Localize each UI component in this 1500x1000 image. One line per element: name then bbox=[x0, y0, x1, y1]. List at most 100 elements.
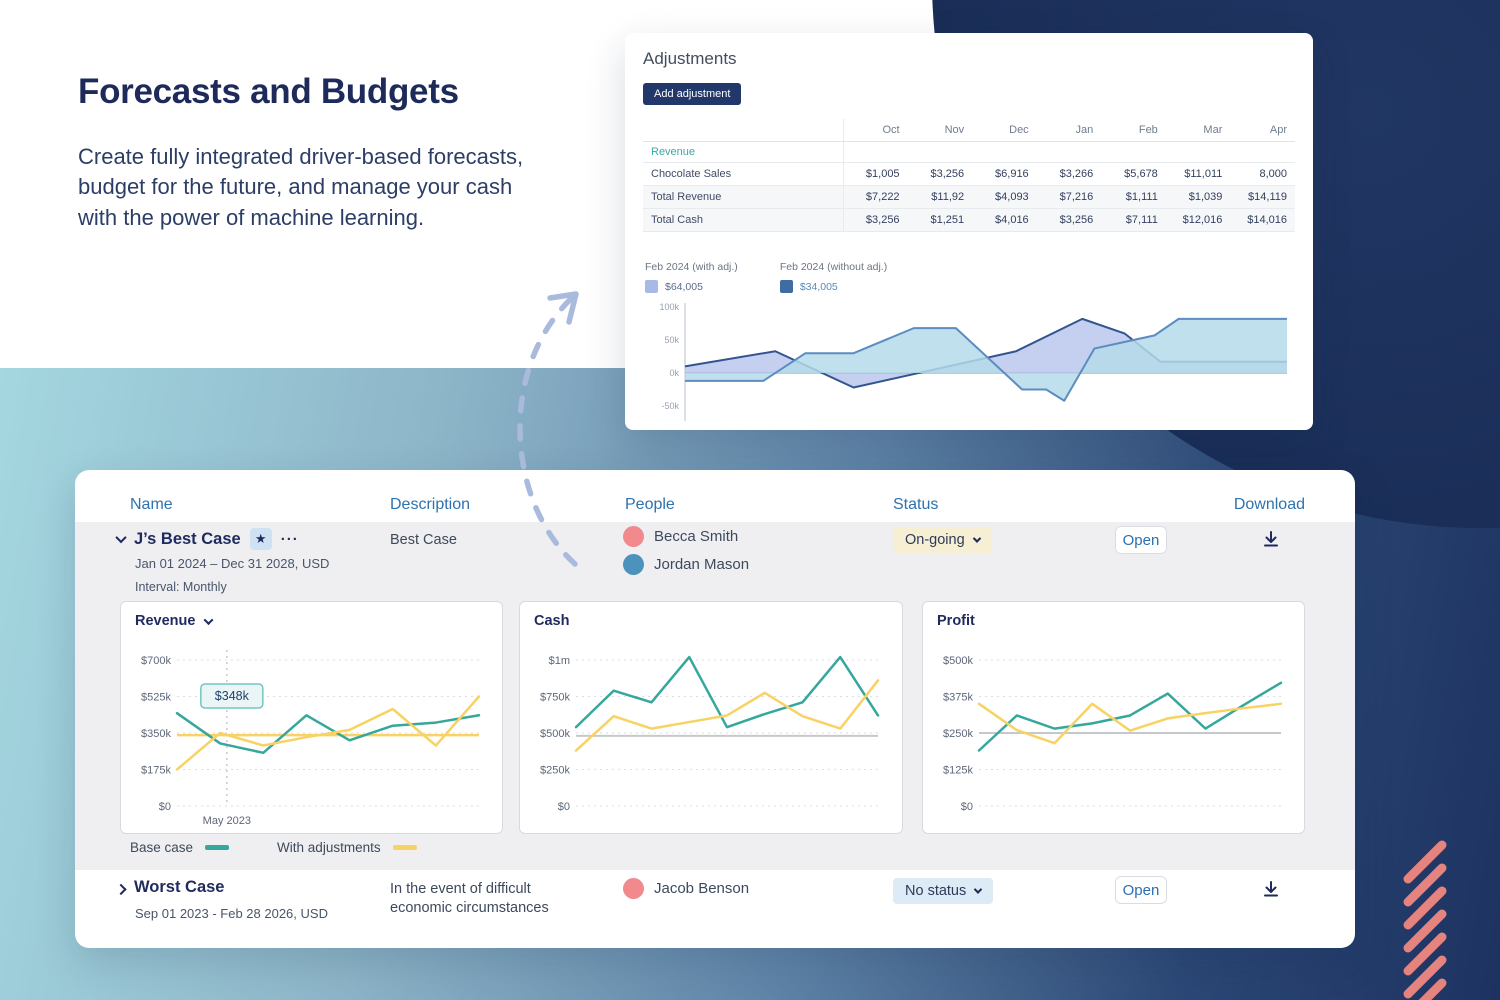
svg-text:$500k: $500k bbox=[943, 655, 973, 667]
person-name: Jordan Mason bbox=[654, 556, 750, 573]
svg-text:50k: 50k bbox=[664, 335, 679, 345]
svg-text:$348k: $348k bbox=[215, 689, 250, 703]
legend-item-with-adjustments: With adjustments bbox=[277, 840, 417, 855]
scenario-dates: Jan 01 2024 – Dec 31 2028, USD bbox=[135, 556, 330, 571]
chevron-down-icon[interactable] bbox=[115, 531, 127, 544]
svg-text:$1m: $1m bbox=[549, 655, 570, 667]
cash-chart-title: Cash bbox=[534, 613, 569, 629]
cell-value: $3,266 bbox=[1036, 162, 1102, 186]
legend-value: $64,005 bbox=[665, 280, 703, 293]
decor-stripes-icon bbox=[1403, 840, 1447, 1000]
adjustments-table: Oct Nov Dec Jan Feb Mar Apr Revenue Chocolate Sa… bbox=[643, 119, 1295, 232]
corner-cell bbox=[643, 119, 844, 142]
people-list: Becca Smith Jordan Mason bbox=[623, 526, 749, 575]
legend-item-with-adj: Feb 2024 (with adj.) $64,005 bbox=[645, 261, 738, 293]
scenarios-card: Name Description People Status Download … bbox=[75, 470, 1355, 948]
empty-cell bbox=[843, 142, 908, 163]
svg-text:$250k: $250k bbox=[540, 765, 570, 777]
cell-value: $11,011 bbox=[1165, 162, 1231, 186]
adjustments-title: Adjustments bbox=[643, 49, 737, 68]
favorite-star-icon[interactable]: ★ bbox=[249, 528, 272, 550]
cell-value: $5,678 bbox=[1101, 162, 1166, 186]
profit-chart-title: Profit bbox=[937, 613, 975, 629]
svg-text:$250k: $250k bbox=[943, 728, 973, 740]
chevron-down-icon[interactable] bbox=[204, 614, 214, 625]
legend-label: Base case bbox=[130, 840, 194, 855]
svg-text:$0: $0 bbox=[159, 801, 171, 813]
download-icon[interactable] bbox=[1261, 879, 1281, 899]
svg-text:100k: 100k bbox=[659, 302, 679, 312]
adjustments-card: Adjustments Add adjustment Oct Nov Dec Jan F… bbox=[625, 33, 1313, 430]
avatar bbox=[623, 878, 644, 899]
cell-value: $4,093 bbox=[972, 185, 1037, 209]
cell-value: $6,916 bbox=[972, 162, 1037, 186]
legend-dash-icon bbox=[205, 845, 230, 850]
month-header: Apr bbox=[1230, 119, 1295, 142]
empty-cell bbox=[1230, 142, 1295, 163]
legend-label: With adjustments bbox=[277, 840, 381, 855]
star-glyph: ★ bbox=[254, 531, 267, 546]
profit-line-chart: $500k $375k $250k $125k $0 bbox=[943, 655, 1283, 813]
scenario-name-row[interactable]: Worst Case bbox=[115, 878, 225, 897]
svg-text:$525k: $525k bbox=[141, 692, 171, 704]
cell-value: $3,256 bbox=[843, 208, 908, 232]
month-header: Feb bbox=[1101, 119, 1166, 142]
cell-value: $3,256 bbox=[907, 162, 973, 186]
cell-value: $1,111 bbox=[1101, 185, 1166, 209]
cell-value: $12,016 bbox=[1165, 208, 1231, 232]
column-header-description: Description bbox=[390, 496, 471, 513]
chart-title-text: Cash bbox=[534, 613, 570, 629]
adjustments-legend: Feb 2024 (with adj.) $64,005 Feb 2024 (w… bbox=[645, 261, 887, 293]
scenario-dates: Sep 01 2023 - Feb 28 2026, USD bbox=[135, 906, 328, 921]
open-button[interactable]: Open bbox=[1115, 876, 1167, 904]
svg-text:$375k: $375k bbox=[943, 692, 973, 704]
scenario-description: Best Case bbox=[390, 532, 457, 548]
column-header-download: Download bbox=[1233, 496, 1305, 513]
page-title: Forecasts and Budgets bbox=[78, 72, 459, 111]
column-header-status: Status bbox=[893, 496, 939, 513]
cell-value: $14,016 bbox=[1230, 208, 1295, 232]
svg-text:$750k: $750k bbox=[540, 692, 570, 704]
revenue-chart-card: Revenue $700k $525k $350k $175k $0 May 2023 $3… bbox=[120, 601, 503, 834]
svg-text:May 2023: May 2023 bbox=[203, 815, 251, 827]
person: Jordan Mason bbox=[623, 554, 749, 575]
cell-value: $1,039 bbox=[1165, 185, 1231, 209]
hero-section: Forecasts and Budgets Create fully integ… bbox=[78, 72, 548, 233]
people-list: Jacob Benson bbox=[623, 878, 749, 899]
person-name: Becca Smith bbox=[654, 528, 739, 545]
scenario-interval: Interval: Monthly bbox=[135, 580, 227, 594]
empty-cell bbox=[1166, 142, 1231, 163]
cell-value: $4,016 bbox=[972, 208, 1037, 232]
svg-text:$175k: $175k bbox=[141, 765, 171, 777]
scenario-name: Worst Case bbox=[134, 878, 225, 896]
column-header-name: Name bbox=[130, 496, 173, 513]
cash-chart-card: Cash $1m $750k $500k $250k $0 bbox=[519, 601, 903, 834]
month-header: Jan bbox=[1036, 119, 1102, 142]
svg-text:$700k: $700k bbox=[141, 655, 171, 667]
legend-item-without-adj: Feb 2024 (without adj.) $34,005 bbox=[779, 261, 887, 293]
cell-value: $7,216 bbox=[1036, 185, 1102, 209]
status-label: On-going bbox=[905, 532, 965, 548]
legend-dash-icon bbox=[392, 845, 417, 850]
chart-title-text: Profit bbox=[937, 613, 975, 629]
table-row: Total Cash $3,256 $1,251 $4,016 $3,256 $7,111… bbox=[643, 208, 1295, 232]
download-icon[interactable] bbox=[1261, 529, 1281, 549]
chevron-down-icon bbox=[972, 534, 981, 543]
svg-text:0k: 0k bbox=[669, 368, 679, 378]
cell-value: $1,005 bbox=[843, 162, 908, 186]
svg-text:-50k: -50k bbox=[661, 401, 679, 411]
status-dropdown[interactable]: No status bbox=[893, 878, 994, 904]
status-dropdown[interactable]: On-going bbox=[893, 527, 992, 553]
person: Jacob Benson bbox=[623, 878, 749, 899]
svg-text:$350k: $350k bbox=[141, 728, 171, 740]
add-adjustment-button[interactable]: Add adjustment bbox=[643, 83, 742, 105]
cell-value: $7,222 bbox=[843, 185, 908, 209]
column-header-people: People bbox=[625, 496, 675, 513]
scenario-name-row[interactable]: J’s Best Case ★ ··· bbox=[115, 528, 299, 550]
open-button[interactable]: Open bbox=[1115, 526, 1167, 554]
chevron-right-icon[interactable] bbox=[115, 883, 127, 895]
month-header: Nov bbox=[907, 119, 973, 142]
more-options-icon[interactable]: ··· bbox=[280, 530, 299, 548]
page-subtitle: Create fully integrated driver-based for… bbox=[78, 144, 524, 230]
svg-text:$500k: $500k bbox=[540, 728, 570, 740]
